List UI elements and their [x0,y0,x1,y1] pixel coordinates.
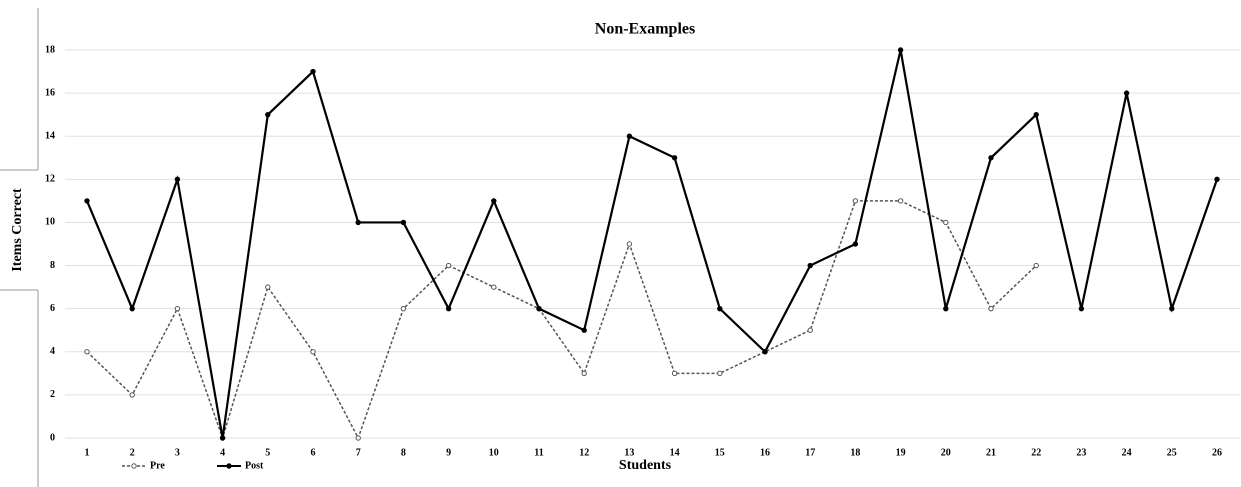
y-tick-label: 8 [50,260,55,271]
data-point [174,305,181,312]
data-point [265,284,271,290]
data-point [626,133,633,139]
data-point [1169,305,1175,312]
data-point [897,47,904,53]
data-point [717,305,723,312]
y-tick-label: 4 [50,346,55,357]
data-point [355,435,361,441]
data-point [1033,262,1039,269]
x-tick-label: 22 [1031,447,1041,458]
y-tick-label: 6 [50,303,55,314]
series-line [86,200,1037,441]
data-point [897,198,904,204]
data-point [762,349,768,355]
data-point [807,327,813,333]
data-point [310,349,316,355]
y-tick-label: 0 [50,432,55,443]
data-point [400,305,407,312]
x-tick-label: 26 [1212,447,1222,458]
data-point [355,219,361,226]
x-tick-label: 23 [1076,447,1086,458]
x-tick-label: 10 [489,447,499,458]
x-tick-label: 14 [670,447,680,458]
data-point [988,305,994,312]
legend-marker [131,463,137,469]
x-tick-label: 11 [534,447,543,458]
x-tick-label: 8 [401,447,406,458]
y-axis-label: Items Correct [10,188,25,272]
x-tick-label: 7 [356,447,361,458]
data-point [852,241,859,247]
x-tick-label: 19 [896,447,906,458]
y-tick-label: 12 [45,174,55,185]
legend-marker [226,463,232,469]
data-point [174,176,181,183]
data-point [84,349,90,355]
data-point [1078,305,1085,312]
x-tick-label: 25 [1167,447,1177,458]
data-point [988,155,994,161]
x-axis-label: Students [619,458,672,473]
data-point [671,370,678,377]
x-tick-label: 24 [1122,447,1132,458]
legend-label: Pre [150,460,165,471]
x-tick-label: 3 [175,447,180,458]
y-tick-label: 18 [45,44,55,55]
x-tick-label: 17 [805,447,815,458]
data-point [581,370,587,377]
data-point [807,262,813,269]
data-point [1214,176,1220,183]
data-point [491,284,497,290]
data-point [265,111,271,118]
data-point [1033,111,1039,118]
y-tick-label: 10 [45,217,55,228]
chart-title: Non-Examples [595,21,695,38]
data-point [445,262,452,269]
x-tick-label: 16 [760,447,770,458]
legend-label: Post [245,460,264,471]
data-point [129,305,135,312]
data-point [219,435,226,441]
y-tick-label: 14 [45,131,55,142]
data-point [581,327,587,333]
data-point [445,305,452,312]
x-tick-label: 9 [446,447,451,458]
x-tick-label: 4 [220,447,225,458]
x-tick-label: 6 [311,447,316,458]
data-point [943,219,949,226]
data-point [626,241,633,247]
data-point [717,370,723,377]
data-point [491,198,497,204]
x-tick-label: 20 [941,447,951,458]
x-tick-label: 13 [624,447,634,458]
data-point [129,392,135,398]
data-point [671,155,678,161]
data-point [400,219,407,226]
data-point [943,305,949,312]
x-tick-label: 21 [986,447,996,458]
series-line [85,49,1219,439]
x-tick-label: 5 [265,447,270,458]
data-point [84,198,90,204]
y-tick-label: 16 [45,87,55,98]
x-tick-label: 1 [85,447,90,458]
y-tick-label: 2 [50,389,55,400]
data-point [536,305,542,312]
x-tick-label: 18 [850,447,860,458]
x-tick-label: 2 [130,447,135,458]
x-tick-label: 12 [579,447,589,458]
x-tick-label: 15 [715,447,725,458]
data-point [852,198,859,204]
data-point [1123,90,1130,96]
data-point [310,68,316,75]
